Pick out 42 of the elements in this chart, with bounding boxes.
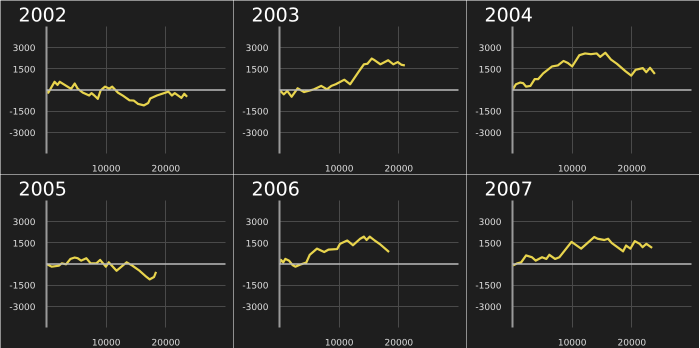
y-tick-label: 1500 [12, 239, 36, 250]
chart-title: 2004 [484, 4, 533, 26]
y-tick-label: 1500 [246, 239, 269, 250]
x-tick-label: 20000 [384, 338, 414, 348]
x-tick-label: 10000 [92, 338, 121, 348]
chart-title: 2002 [18, 4, 67, 26]
y-tick-label: -3000 [242, 128, 269, 139]
y-tick-label: -1500 [242, 108, 269, 118]
y-tick-label: 3000 [478, 218, 502, 228]
y-tick-label: -3000 [475, 302, 502, 313]
y-tick-label: 1500 [12, 65, 36, 76]
chart-title: 2005 [18, 178, 67, 200]
y-tick-label: -1500 [475, 108, 502, 118]
y-tick-label: -1500 [242, 282, 269, 292]
x-tick-label: 20000 [618, 338, 646, 348]
y-tick-label: 3000 [12, 218, 36, 228]
y-tick-label: 3000 [12, 44, 36, 54]
y-tick-label: 1500 [478, 65, 502, 76]
chart-title: 2003 [252, 4, 300, 26]
y-tick-label: 1500 [478, 239, 502, 250]
x-tick-label: 10000 [558, 164, 587, 174]
x-tick-label: 10000 [558, 338, 587, 348]
x-tick-label: 10000 [324, 164, 354, 174]
y-tick-label: -3000 [242, 302, 269, 313]
chart-title: 2007 [484, 178, 533, 200]
x-tick-label: 20000 [152, 164, 180, 174]
y-tick-label: 1500 [246, 65, 269, 76]
x-tick-label: 20000 [618, 164, 646, 174]
y-tick-label: -3000 [475, 128, 502, 139]
y-tick-label: -3000 [9, 128, 36, 139]
y-tick-label: -1500 [9, 108, 36, 118]
y-tick-label: 3000 [246, 44, 269, 54]
y-tick-label: 3000 [246, 218, 269, 228]
x-tick-label: 20000 [384, 164, 414, 174]
chart-title: 2006 [252, 178, 300, 200]
y-tick-label: -3000 [9, 302, 36, 313]
x-tick-label: 10000 [324, 338, 354, 348]
y-tick-label: 3000 [478, 44, 502, 54]
y-tick-label: -1500 [9, 282, 36, 292]
y-tick-label: -1500 [475, 282, 502, 292]
x-tick-label: 20000 [152, 338, 180, 348]
x-tick-label: 10000 [92, 164, 121, 174]
